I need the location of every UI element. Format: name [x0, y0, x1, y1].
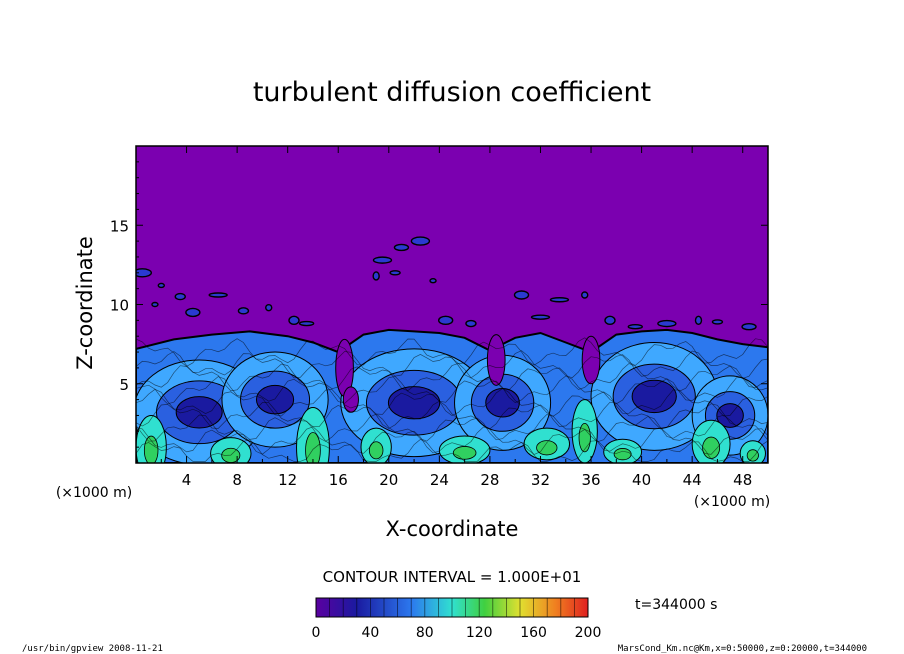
- colorbar-frame: [315, 597, 589, 618]
- upper-contour-patches: [136, 236, 757, 331]
- y-axis-ticks: 5 10 15: [110, 161, 768, 448]
- x-tick-label: 32: [531, 471, 550, 489]
- entrainment-plume: [486, 334, 506, 386]
- vortex-center: [631, 379, 677, 414]
- x-tick-label: 8: [232, 471, 242, 489]
- contour-patch: [437, 315, 454, 326]
- contour-patch: [429, 278, 437, 284]
- contour-patch: [288, 315, 300, 326]
- contour-patch: [157, 282, 165, 289]
- x-tick-label: 12: [278, 471, 297, 489]
- contour-patch: [372, 271, 380, 281]
- x-tick-label: 20: [379, 471, 398, 489]
- plot-area: [136, 146, 768, 463]
- x-tick-label: 16: [329, 471, 348, 489]
- x-axis-label: X-coordinate: [386, 517, 519, 541]
- chart-title: turbulent diffusion coefficient: [253, 77, 651, 108]
- y-tick-label: 5: [119, 376, 129, 394]
- x-tick-label: 24: [430, 471, 449, 489]
- contour-patch: [657, 319, 677, 328]
- contour-interval-label: CONTOUR INTERVAL = 1.000E+01: [323, 568, 582, 586]
- contour-line: [136, 362, 768, 392]
- contour-patch: [298, 320, 315, 327]
- contour-patch: [694, 315, 703, 326]
- vortex-center: [485, 388, 520, 418]
- contour-line: [136, 388, 768, 417]
- contour-patch: [549, 297, 570, 303]
- contour-patch: [530, 314, 551, 320]
- contour-patch: [389, 270, 401, 276]
- contour-line: [136, 438, 768, 462]
- x-axis-unit: (×1000 m): [694, 494, 770, 510]
- y-axis-label: Z-coordinate: [73, 236, 97, 370]
- contour-patch: [513, 290, 530, 300]
- x-axis-ticks: 4 8 12 16 20 24 28 32 36 40 44 48: [160, 146, 752, 489]
- entrainment-plume: [581, 335, 601, 385]
- x-tick-label: 48: [733, 471, 752, 489]
- colorbar-tick-label: 160: [520, 625, 547, 641]
- colorbar-tick-label: 80: [416, 625, 434, 641]
- shear-band-core: [746, 449, 759, 462]
- x-tick-label: 4: [182, 471, 192, 489]
- contour-patch: [136, 268, 153, 278]
- x-tick-label: 28: [480, 471, 499, 489]
- contour-line: [136, 375, 768, 405]
- contour-patch: [627, 323, 643, 330]
- contour-line: [136, 400, 768, 430]
- contour-patch: [393, 243, 410, 252]
- contour-patch: [174, 292, 186, 301]
- contour-line: [136, 426, 768, 455]
- contour-patch: [581, 291, 589, 299]
- contour-patch: [410, 236, 431, 246]
- contour-patch: [711, 319, 724, 325]
- y-tick-label: 15: [110, 217, 129, 235]
- y-tick-label: 10: [110, 297, 129, 315]
- contour-patch: [604, 315, 616, 326]
- diffusion-field: [136, 328, 768, 463]
- x-tick-label: 36: [581, 471, 600, 489]
- contour-patch: [465, 319, 477, 328]
- shear-band-core: [536, 440, 558, 456]
- colorbar-tick-label: 120: [466, 625, 493, 641]
- contour-patch: [741, 322, 757, 331]
- colorbar-contour-stripes: [329, 598, 575, 617]
- contour-patch: [151, 301, 159, 308]
- contour-patch: [372, 256, 393, 264]
- vortex-center: [387, 386, 441, 420]
- colorbar: 0 40 80 120 160 200: [312, 597, 602, 641]
- shear-band-core: [613, 448, 632, 461]
- contour-patch: [208, 292, 228, 298]
- shear-band-core: [452, 446, 477, 460]
- y-axis-unit: (×1000 m): [56, 485, 132, 501]
- contour-line: [136, 337, 768, 367]
- colorbar-tick-label: 0: [312, 625, 321, 641]
- footer-left: /usr/bin/gpview 2008-11-21: [22, 644, 163, 654]
- colorbar-tick-label: 40: [361, 625, 379, 641]
- contour-patch: [237, 307, 250, 315]
- contour-patch: [265, 303, 273, 312]
- x-tick-label: 40: [632, 471, 651, 489]
- contour-line: [136, 413, 768, 443]
- contour-lines: [136, 337, 768, 462]
- footer-right: MarsCond_Km.nc@Km,x=0:50000,z=0:20000,t=…: [618, 644, 867, 654]
- shear-band-core: [368, 441, 384, 460]
- vortex-center: [255, 384, 295, 415]
- contour-patch: [185, 307, 201, 318]
- x-tick-label: 44: [683, 471, 702, 489]
- time-label: t=344000 s: [635, 597, 717, 613]
- colorbar-tick-label: 200: [575, 625, 602, 641]
- colorbar-ticks: 0 40 80 120 160 200: [312, 625, 602, 641]
